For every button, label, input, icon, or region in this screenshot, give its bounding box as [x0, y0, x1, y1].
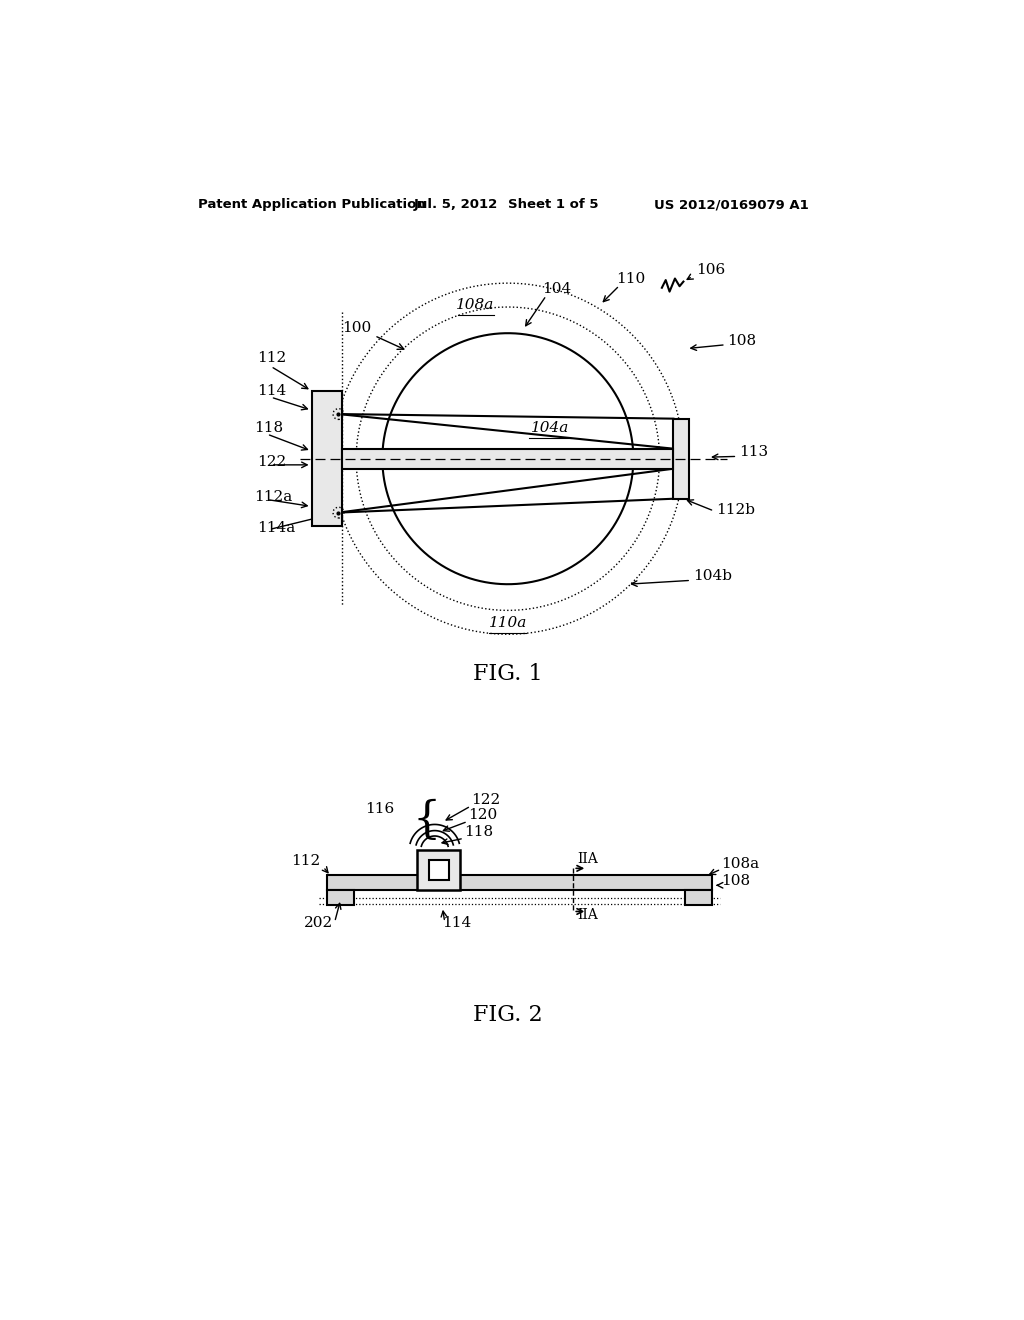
- Text: 122: 122: [258, 455, 287, 470]
- Text: 112: 112: [292, 854, 321, 869]
- Text: 116: 116: [365, 803, 394, 816]
- Text: IIA: IIA: [578, 908, 598, 923]
- Polygon shape: [417, 850, 460, 890]
- Polygon shape: [327, 875, 712, 890]
- Text: 112a: 112a: [254, 490, 292, 504]
- Polygon shape: [311, 391, 342, 527]
- Polygon shape: [674, 418, 689, 499]
- Text: 100: 100: [342, 321, 403, 350]
- Text: 118: 118: [464, 825, 494, 840]
- Text: 202: 202: [304, 916, 333, 929]
- Text: Sheet 1 of 5: Sheet 1 of 5: [508, 198, 598, 211]
- Text: 110a: 110a: [488, 615, 527, 630]
- Polygon shape: [685, 890, 712, 906]
- Text: 108: 108: [727, 334, 757, 347]
- Text: 114: 114: [442, 916, 472, 929]
- Text: US 2012/0169079 A1: US 2012/0169079 A1: [654, 198, 809, 211]
- Text: 108a: 108a: [721, 857, 759, 871]
- Text: {: {: [413, 799, 441, 842]
- Text: 104: 104: [543, 282, 571, 296]
- Text: Jul. 5, 2012: Jul. 5, 2012: [414, 198, 498, 211]
- Text: Patent Application Publication: Patent Application Publication: [199, 198, 426, 211]
- Text: 118: 118: [254, 421, 283, 434]
- Polygon shape: [342, 449, 674, 469]
- Text: 104b: 104b: [692, 569, 732, 583]
- Text: 108a: 108a: [457, 298, 495, 313]
- Text: IIA: IIA: [578, 851, 598, 866]
- Text: 106: 106: [696, 263, 726, 277]
- Text: 113: 113: [739, 445, 768, 459]
- Polygon shape: [429, 859, 449, 880]
- Text: 112b: 112b: [716, 503, 755, 517]
- Text: 114: 114: [258, 384, 287, 397]
- Text: 104a: 104a: [531, 421, 569, 434]
- Text: FIG. 1: FIG. 1: [473, 663, 543, 685]
- Text: 114a: 114a: [258, 521, 296, 535]
- Text: 108: 108: [721, 874, 751, 888]
- Polygon shape: [327, 890, 354, 906]
- Text: 112: 112: [258, 351, 287, 366]
- Text: 120: 120: [468, 808, 497, 822]
- Text: FIG. 2: FIG. 2: [473, 1003, 543, 1026]
- Text: 110: 110: [615, 272, 645, 286]
- Text: 122: 122: [471, 792, 500, 807]
